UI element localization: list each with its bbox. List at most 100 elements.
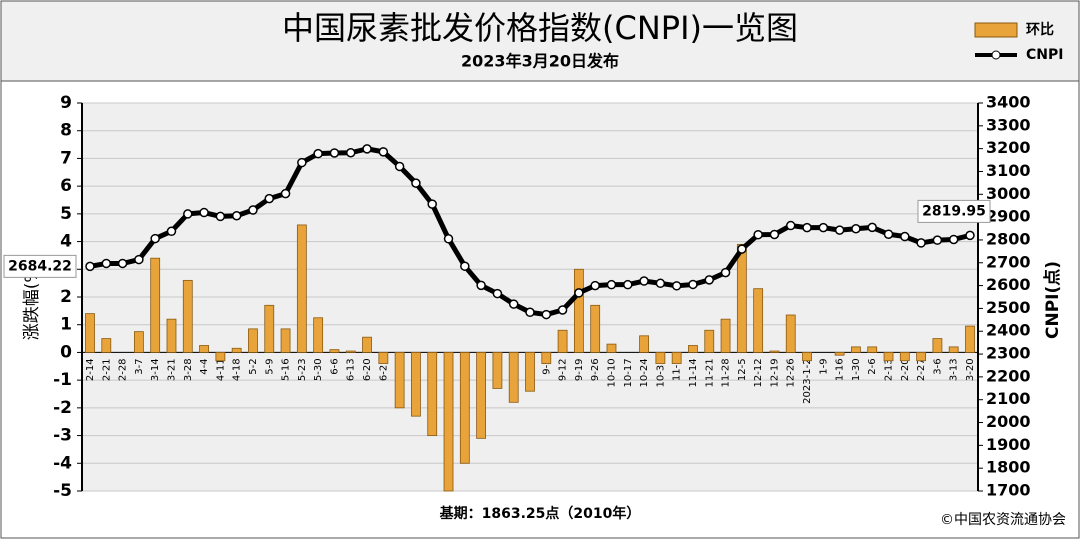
x-tick-label: 12-5	[737, 358, 748, 381]
cnpi-point	[932, 235, 943, 245]
bar	[476, 352, 487, 439]
y2-tick-label: 3100	[986, 161, 1031, 180]
x-tick-label: 4-18	[232, 358, 243, 381]
value-label-box	[3, 254, 77, 278]
cnpi-point	[297, 157, 307, 168]
bar	[280, 328, 291, 353]
x-tick-label: 11-28	[721, 358, 732, 387]
bar	[785, 314, 796, 353]
cnpi-point	[411, 178, 421, 188]
cnpi-point	[737, 244, 747, 254]
x-tick-label: 2-13	[884, 358, 895, 381]
bar	[867, 346, 878, 353]
bar	[85, 313, 95, 353]
bar	[671, 352, 682, 364]
cnpi-point	[508, 299, 519, 309]
x-tick-label: 3-13	[949, 358, 960, 381]
bar	[427, 352, 438, 436]
bar	[231, 347, 242, 353]
y-tick-label: 8	[60, 121, 72, 141]
y2-label: CNPI(点)	[1042, 261, 1063, 339]
bar	[182, 279, 193, 353]
cnpi-point	[557, 305, 568, 315]
bar	[639, 335, 649, 353]
bar	[688, 345, 698, 353]
bar	[492, 352, 503, 389]
bar	[199, 345, 209, 353]
y2-tick-label: 3300	[986, 115, 1031, 134]
x-tick-label: 10-17	[623, 358, 634, 387]
y-tick-label: 5	[60, 204, 72, 224]
cnpi-point	[720, 267, 731, 278]
cnpi-point	[948, 234, 959, 245]
x-tick-label: 5-2	[248, 358, 259, 374]
cnpi-point	[818, 222, 829, 233]
x-tick-label: 3-21	[166, 358, 177, 381]
value-label: 2819.95	[922, 203, 986, 219]
x-tick-label: 9-19	[574, 358, 585, 381]
bar	[655, 352, 666, 364]
bar	[948, 346, 959, 353]
x-tick-label: 11-14	[688, 358, 699, 387]
bar	[443, 352, 454, 492]
y-tick-label: 6	[60, 176, 72, 196]
legend-swatch	[974, 22, 1018, 38]
cnpi-point	[134, 254, 144, 265]
y2-tick-label: 2100	[986, 389, 1031, 408]
bar	[573, 268, 584, 353]
bar	[264, 304, 275, 353]
cnpi-point	[101, 258, 112, 269]
y2-tick-label: 2500	[986, 298, 1031, 317]
bar	[541, 352, 552, 364]
cnpi-point	[655, 278, 666, 289]
bar	[166, 318, 177, 353]
y2-tick-label: 2900	[986, 207, 1031, 226]
cnpi-point	[916, 238, 926, 248]
cnpi-point	[248, 205, 258, 215]
cnpi-point	[166, 226, 177, 237]
bar	[508, 352, 519, 403]
cnpi-point	[639, 276, 649, 286]
cnpi-point	[883, 229, 894, 239]
cnpi-point	[150, 233, 160, 244]
bar	[411, 352, 421, 417]
bar	[557, 329, 568, 353]
y2-tick-label: 1700	[986, 481, 1031, 500]
y-label: 涨跌幅(%)	[22, 260, 42, 340]
bar	[313, 317, 324, 353]
x-tick-label: 10-24	[639, 358, 650, 387]
cnpi-point	[525, 307, 535, 318]
y2-tick-label: 2000	[986, 412, 1031, 431]
y2-tick-label: 1800	[986, 458, 1031, 477]
cnpi-point	[802, 222, 812, 233]
y2-tick-label: 2400	[986, 321, 1031, 340]
bar	[133, 331, 144, 353]
cnpi-point	[215, 211, 226, 222]
bar	[753, 288, 764, 353]
bar	[248, 328, 258, 353]
cnpi-point	[280, 188, 291, 199]
cnpi-point	[541, 309, 552, 320]
y2-tick-label: 2800	[986, 229, 1031, 248]
x-tick-label: 12-19	[769, 358, 780, 387]
source: ©中国农资流通协会	[940, 512, 1066, 528]
y-tick-label: -3	[53, 426, 72, 446]
x-tick-label: 5-16	[281, 358, 292, 381]
bar	[916, 352, 927, 362]
y2-tick-label: 2200	[986, 366, 1031, 385]
bar	[736, 243, 747, 353]
bar	[834, 352, 845, 356]
cnpi-point	[900, 231, 910, 242]
x-tick-label: 11-7	[672, 358, 683, 381]
cnpi-point	[443, 234, 454, 244]
cnpi-point	[476, 280, 486, 291]
x-tick-label: 5-23	[297, 358, 308, 381]
x-tick-label: 2-20	[900, 358, 911, 381]
bar	[851, 346, 861, 353]
value-label-box	[917, 199, 991, 223]
x-tick-label: 2-14	[85, 358, 96, 381]
cnpi-point	[378, 147, 389, 157]
bar	[394, 352, 405, 409]
y-tick-label: 0	[60, 342, 72, 362]
